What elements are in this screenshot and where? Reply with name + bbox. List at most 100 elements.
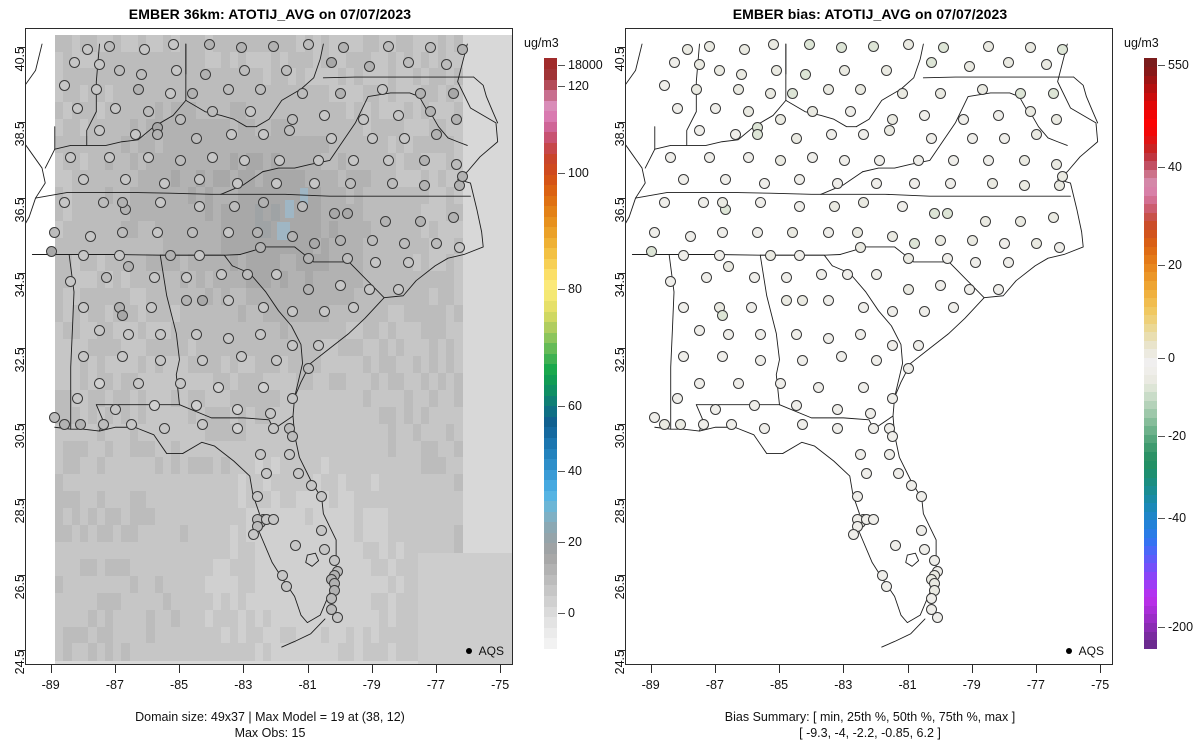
aqs-site-marker: [935, 279, 947, 291]
aqs-site-marker: [1057, 44, 1069, 56]
aqs-site-marker: [283, 449, 295, 461]
y-tick: [617, 574, 625, 576]
aqs-site-marker: [97, 196, 109, 208]
aqs-site-marker: [883, 125, 895, 137]
aqs-site-marker: [168, 38, 180, 50]
colorbar-tick: [1158, 627, 1165, 629]
aqs-site-marker: [887, 114, 898, 125]
aqs-site-marker: [713, 65, 725, 76]
aqs-site-marker: [441, 59, 453, 71]
aqs-site-marker: [822, 294, 834, 306]
aqs-site-marker: [123, 328, 135, 340]
aqs-site-marker: [896, 87, 908, 99]
aqs-site-marker: [383, 40, 395, 52]
aqs-site-marker: [49, 411, 61, 423]
aqs-site-marker: [152, 227, 164, 238]
aqs-site-marker: [713, 249, 725, 261]
aqs-site-marker: [1018, 179, 1030, 191]
y-tick: [17, 423, 25, 425]
aqs-site-marker: [197, 355, 209, 367]
aqs-site-marker: [1031, 129, 1043, 140]
aqs-site-marker: [165, 87, 176, 99]
aqs-site-marker: [928, 208, 940, 220]
y-tick: [17, 197, 25, 199]
aqs-site-marker: [768, 38, 780, 50]
aqs-site-marker: [293, 468, 305, 480]
y-tick-label: 32.5: [13, 348, 27, 373]
x-tick-label: -77: [426, 678, 445, 692]
aqs-site-marker: [129, 129, 141, 140]
aqs-site-marker: [716, 310, 728, 321]
aqs-site-marker: [319, 306, 331, 318]
aqs-site-marker: [142, 106, 154, 118]
aqs-site-marker: [100, 272, 112, 284]
aqs-site-marker: [967, 132, 979, 144]
aqs-site-marker: [797, 355, 809, 367]
aqs-site-marker: [264, 408, 276, 419]
aqs-site-marker: [348, 302, 359, 314]
panel-model: EMBER 36km: ATOTIJ_AVG on 07/07/2023 AQS…: [13, 6, 603, 740]
aqs-site-marker: [906, 479, 918, 491]
aqs-site-marker: [171, 65, 183, 76]
aqs-site-marker: [222, 83, 234, 95]
x-tick-label: -83: [234, 678, 253, 692]
aqs-site-marker: [752, 129, 764, 140]
aqs-site-marker: [948, 302, 959, 314]
aqs-site-marker: [903, 283, 914, 295]
aqs-site-marker: [123, 261, 135, 272]
model-raster-layer: [26, 29, 512, 664]
map-plot-bias[interactable]: AQS: [625, 28, 1113, 665]
y-tick: [17, 122, 25, 124]
aqs-site-marker: [126, 419, 138, 431]
aqs-site-marker: [181, 294, 192, 306]
aqs-site-marker: [341, 253, 353, 265]
aqs-site-marker: [822, 332, 834, 344]
x-tick-label: -83: [834, 678, 853, 692]
aqs-site-marker: [816, 268, 828, 280]
aqs-site-marker: [915, 490, 927, 502]
aqs-site-marker: [216, 268, 228, 280]
aqs-site-marker: [270, 355, 282, 367]
aqs-site-marker: [116, 351, 128, 363]
aqs-site-marker: [155, 355, 167, 367]
y-tick: [617, 649, 625, 651]
aqs-site-marker: [870, 178, 882, 189]
aqs-site-marker: [976, 83, 988, 95]
aqs-site-marker: [190, 132, 202, 144]
aqs-site-marker: [793, 174, 805, 186]
y-tick-label: 28.5: [613, 499, 627, 524]
aqs-site-marker: [870, 355, 882, 367]
x-tick-label: -89: [641, 678, 660, 692]
aqs-site-marker: [258, 196, 270, 208]
colorbar-tick-label: 100: [568, 166, 589, 181]
colorbar-tick: [558, 471, 565, 472]
aqs-site-marker: [941, 253, 953, 265]
aqs-site-marker: [1025, 42, 1036, 54]
colorbar-tick: [558, 612, 565, 614]
aqs-site-marker: [254, 83, 266, 95]
x-tick-label: -79: [362, 678, 381, 692]
aqs-site-marker: [418, 179, 430, 191]
colorbar-tick: [1158, 65, 1165, 67]
aqs-site-marker: [348, 155, 359, 167]
y-tick: [17, 499, 25, 501]
aqs-site-marker: [267, 40, 279, 52]
colorbar-unit-label: ug/m3: [1124, 36, 1159, 50]
aqs-site-marker: [755, 355, 767, 367]
y-tick-label: 38.5: [613, 122, 627, 147]
aqs-site-marker: [65, 276, 77, 287]
map-plot-model[interactable]: AQS: [25, 28, 513, 665]
x-tick-label: -77: [1026, 678, 1045, 692]
aqs-site-marker: [732, 377, 744, 389]
colorbar-tick: [1158, 167, 1165, 169]
aqs-site-marker: [986, 178, 998, 189]
aqs-site-marker: [402, 257, 414, 269]
caption-bias: Bias Summary: [ min, 25th %, 50th %, 75t…: [600, 709, 1140, 741]
aqs-site-marker: [793, 200, 805, 212]
colorbar-tick: [1158, 435, 1165, 437]
aqs-site-marker: [935, 87, 947, 99]
aqs-site-marker: [142, 151, 154, 163]
aqs-site-marker: [1002, 257, 1014, 269]
x-tick: [1100, 665, 1102, 673]
aqs-site-marker: [309, 238, 321, 250]
